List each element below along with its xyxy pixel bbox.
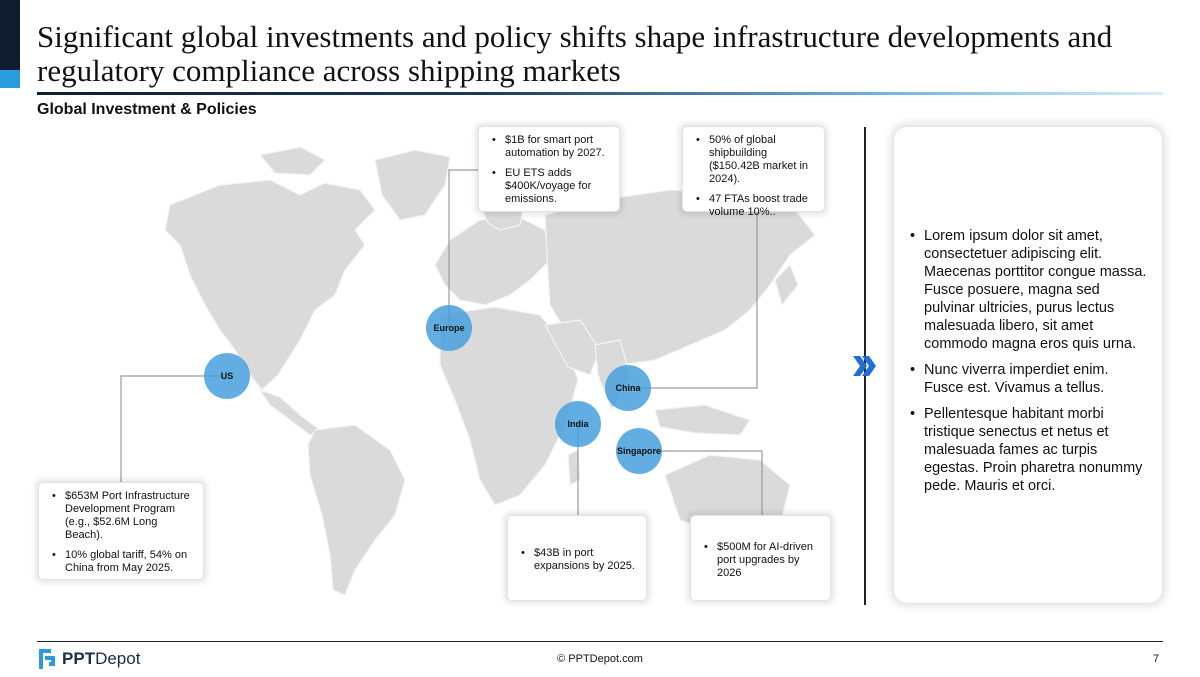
page-number: 7 — [1153, 653, 1160, 665]
page-title: Significant global investments and polic… — [37, 19, 1113, 88]
callout-china-bullet: 50% of global shipbuilding ($150.42B mar… — [696, 134, 816, 186]
summary-bullet: Lorem ipsum dolor sit amet, consectetuer… — [910, 227, 1148, 353]
summary-bullet: Pellentesque habitant morbi tristique se… — [910, 405, 1148, 495]
callout-europe-bullet: $1B for smart port automation by 2027. — [492, 134, 611, 160]
map-greenland — [374, 149, 451, 221]
map-arabia — [544, 319, 601, 376]
callout-europe: $1B for smart port automation by 2027. E… — [478, 126, 620, 212]
double-chevron-right-icon — [853, 356, 876, 376]
map-arctic-islands — [258, 146, 327, 176]
region-marker-china: China — [605, 365, 651, 411]
region-marker-singapore: Singapore — [616, 428, 662, 474]
map-madagascar — [567, 449, 581, 486]
region-label-europe: Europe — [433, 323, 465, 333]
map-africa — [439, 306, 579, 506]
logo-wordmark: PPTDepot — [62, 649, 141, 668]
pptdepot-logo: PPTDepot — [37, 647, 140, 671]
summary-bullet: Nunc viverra imperdiet enim. Fusce est. … — [910, 361, 1148, 397]
map-japan — [774, 263, 799, 307]
callout-china-bullet: 47 FTAs boost trade volume 10%.. — [696, 193, 816, 219]
title-accent-block — [0, 70, 20, 88]
section-subtitle: Global Investment & Policies — [37, 101, 257, 118]
map-north-america — [164, 179, 376, 391]
region-label-india: India — [567, 419, 589, 429]
region-label-china: China — [615, 383, 641, 393]
callout-china: 50% of global shipbuilding ($150.42B mar… — [682, 126, 825, 218]
callout-europe-bullet: EU ETS adds $400K/voyage for emissions. — [492, 167, 611, 206]
map-south-america — [307, 424, 406, 596]
region-marker-europe: Europe — [426, 305, 472, 351]
callout-singapore-bullet: $500M for AI-driven port upgrades by 202… — [704, 541, 822, 580]
summary-panel: Lorem ipsum dolor sit amet, consectetuer… — [893, 126, 1163, 604]
callout-india: $43B in port expansions by 2025. — [507, 515, 647, 601]
region-label-singapore: Singapore — [616, 446, 661, 456]
region-marker-india: India — [555, 401, 601, 447]
map-se-asia-islands — [654, 404, 751, 436]
pptdepot-logo-icon — [39, 649, 55, 669]
callout-us: $653M Port Infrastructure Development Pr… — [38, 482, 204, 580]
callout-singapore: $500M for AI-driven port upgrades by 202… — [690, 515, 831, 601]
callout-us-bullet: $653M Port Infrastructure Development Pr… — [52, 490, 195, 542]
copyright-text: © PPTDepot.com — [557, 653, 643, 665]
map-europe — [434, 214, 551, 306]
region-marker-us: US — [204, 353, 250, 399]
title-underline — [37, 92, 1163, 95]
footer-rule — [37, 641, 1163, 642]
callout-india-bullet: $43B in port expansions by 2025. — [521, 547, 638, 573]
region-label-us: US — [220, 371, 234, 381]
callout-us-bullet: 10% global tariff, 54% on China from May… — [52, 549, 195, 575]
title-accent-bar — [0, 0, 20, 70]
map-central-america — [258, 388, 322, 436]
